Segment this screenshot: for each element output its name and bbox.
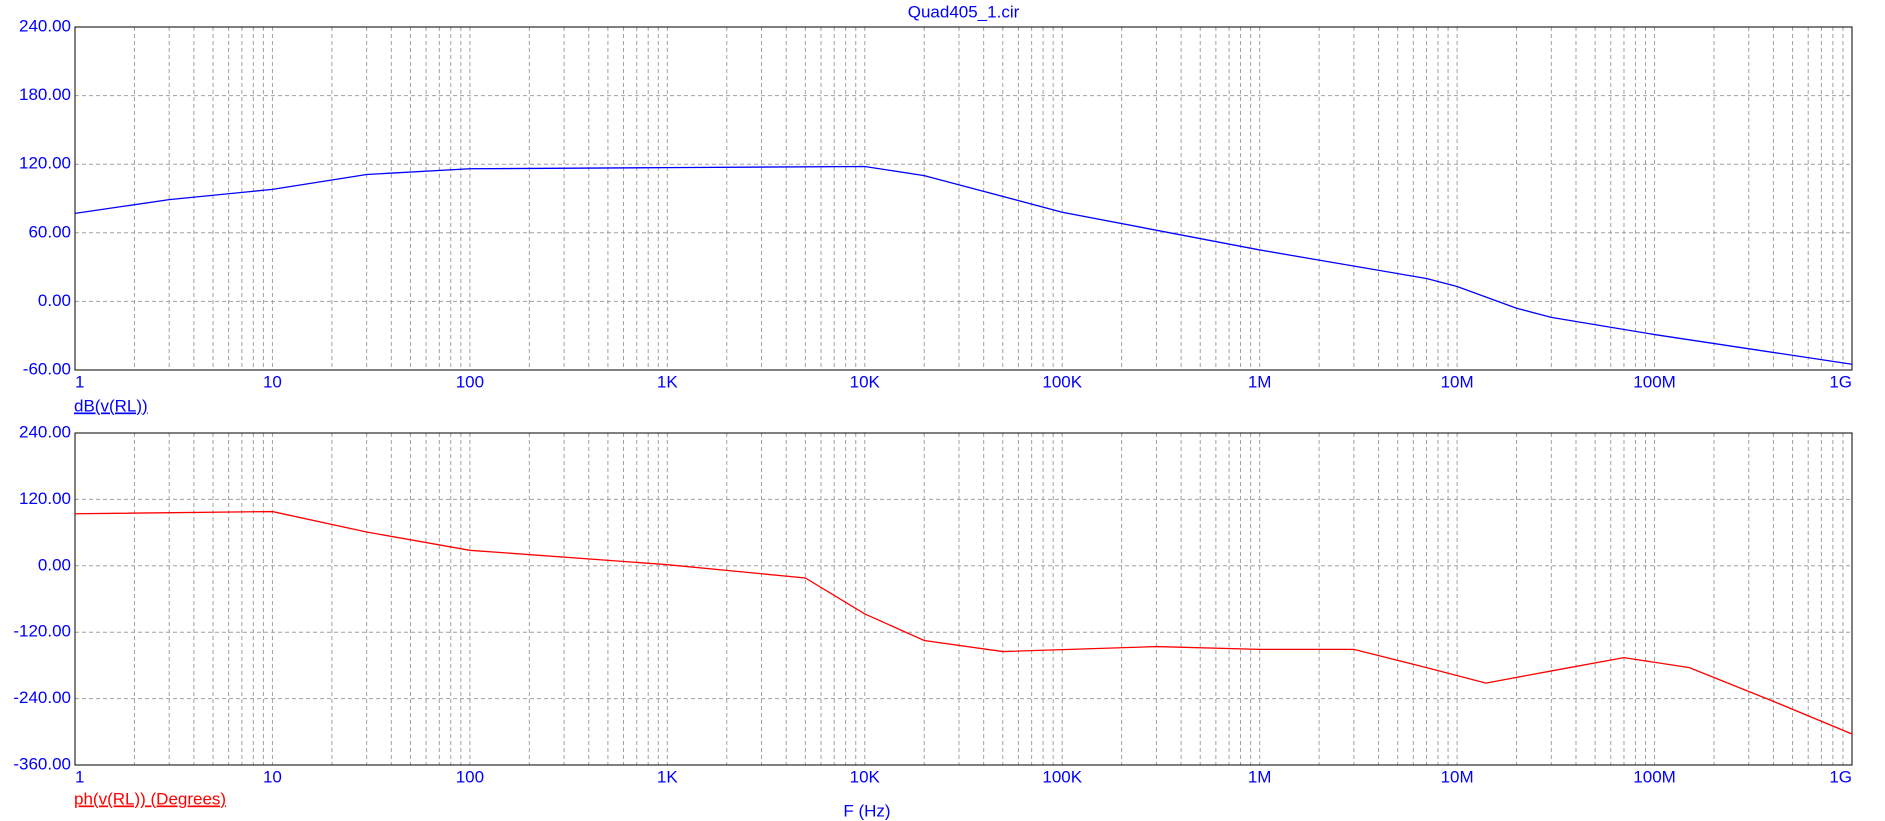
x-tick-label: 100K — [1042, 372, 1082, 391]
x-tick-label: 10 — [263, 372, 282, 391]
series-line — [74, 510, 1853, 735]
y-tick-label: 0.00 — [38, 555, 71, 574]
y-tick-label: -60.00 — [23, 359, 71, 378]
y-tick-label: 120.00 — [19, 489, 71, 508]
y-tick-label: 120.00 — [19, 154, 71, 173]
chart-title: Quad405_1.cir — [908, 2, 1020, 21]
x-tick-label: 100K — [1042, 767, 1082, 786]
legend-label: dB(v(RL)) — [74, 396, 148, 415]
x-tick-label: 10K — [850, 372, 881, 391]
x-tick-label: 1K — [657, 767, 678, 786]
x-tick-label: 10M — [1441, 767, 1474, 786]
x-tick-label: 1G — [1829, 372, 1852, 391]
x-tick-label: 10 — [263, 767, 282, 786]
y-tick-label: 60.00 — [28, 222, 71, 241]
x-tick-label: 1M — [1248, 372, 1272, 391]
x-tick-label: 1G — [1829, 767, 1852, 786]
x-tick-label: 1K — [657, 372, 678, 391]
x-tick-label: 1M — [1248, 767, 1272, 786]
x-tick-label: 10K — [850, 767, 881, 786]
y-tick-label: 180.00 — [19, 85, 71, 104]
y-tick-label: -120.00 — [13, 622, 71, 641]
x-tick-label: 100M — [1633, 372, 1676, 391]
y-tick-label: -360.00 — [13, 754, 71, 773]
x-tick-label: 100 — [456, 767, 484, 786]
series-line — [74, 165, 1853, 365]
x-tick-label: 1 — [75, 767, 84, 786]
plot-frame — [74, 26, 1853, 371]
y-tick-label: 0.00 — [38, 291, 71, 310]
y-tick-label: 240.00 — [19, 16, 71, 35]
y-tick-label: 240.00 — [19, 422, 71, 441]
x-tick-label: 100M — [1633, 767, 1676, 786]
y-tick-label: -240.00 — [13, 688, 71, 707]
plot-frame — [74, 432, 1853, 766]
legend-label: ph(v(RL)) (Degrees) — [74, 789, 226, 808]
x-axis-label: F (Hz) — [843, 801, 890, 820]
x-tick-label: 10M — [1441, 372, 1474, 391]
x-tick-label: 100 — [456, 372, 484, 391]
x-tick-label: 1 — [75, 372, 84, 391]
